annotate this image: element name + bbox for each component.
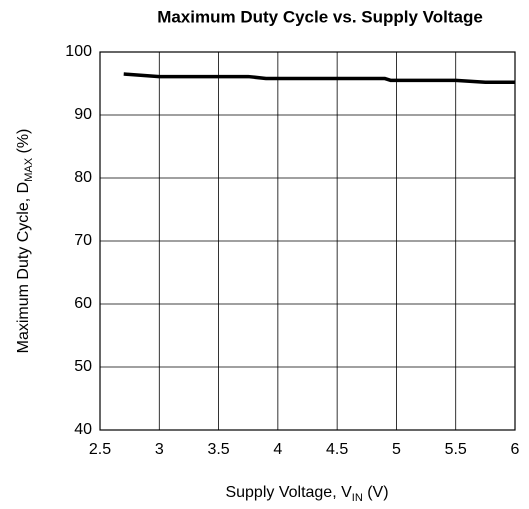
x-tick-label: 5 — [392, 441, 401, 458]
y-tick-label: 70 — [74, 232, 92, 249]
y-tick-label: 50 — [74, 358, 92, 375]
x-label-text: Supply Voltage, V — [225, 484, 352, 501]
line — [123, 72, 515, 84]
x-tick-label: 5.5 — [445, 441, 467, 458]
y-tick-label: 100 — [65, 43, 92, 60]
y-tick-label: 60 — [74, 295, 92, 312]
y-tick-label: 40 — [74, 421, 92, 438]
x-tick-label: 4 — [273, 441, 282, 458]
x-axis-label: Supply Voltage, VIN (V) — [225, 484, 388, 504]
plot-frame — [99, 51, 516, 431]
y-label-sub: MAX — [23, 157, 35, 182]
chart-title: Maximum Duty Cycle vs. Supply Voltage — [157, 7, 483, 26]
x-tick-label: 2.5 — [89, 441, 111, 458]
y-tick-label: 80 — [74, 169, 92, 186]
y-axis-label: Maximum Duty Cycle, DMAX (%) — [15, 129, 35, 354]
y-label-text: Maximum Duty Cycle, D — [15, 182, 32, 354]
x-label-suffix: (V) — [363, 484, 389, 501]
x-tick-label: 3.5 — [207, 441, 229, 458]
y-tick-label: 90 — [74, 106, 92, 123]
x-tick-label: 4.5 — [326, 441, 348, 458]
y-label-suffix: (%) — [15, 129, 32, 158]
x-tick-label: 6 — [511, 441, 520, 458]
x-label-sub: IN — [352, 492, 363, 504]
x-tick-label: 3 — [155, 441, 164, 458]
